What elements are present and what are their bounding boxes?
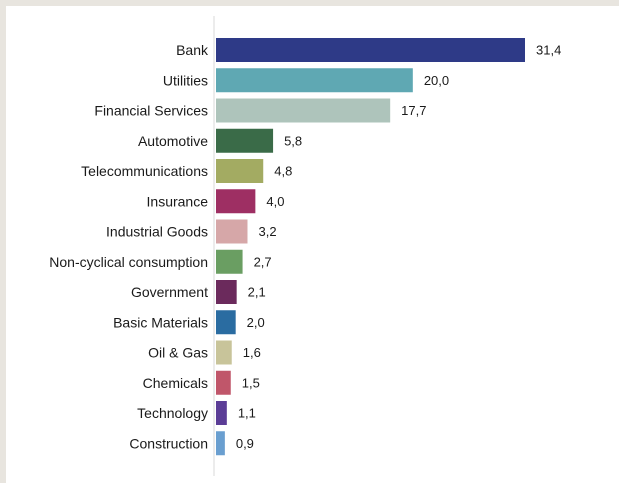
value-label-bank: 31,4 [536, 43, 561, 58]
category-label-bank: Bank [176, 42, 209, 58]
sector-bar-chart: Bank Utilities Financial Services Automotiv… [49, 16, 561, 476]
category-label-telecommunications: Telecommunications [81, 163, 208, 179]
chart-panel: Bank Utilities Financial Services Automotiv… [6, 6, 619, 483]
category-label-utilities: Utilities [163, 72, 208, 88]
bar-telecommunications [216, 159, 264, 183]
bar-government [216, 280, 237, 304]
category-label-government: Government [131, 284, 208, 300]
value-label-non-cyclical-consumption: 2,7 [254, 254, 272, 269]
category-label-construction: Construction [129, 435, 208, 451]
value-label-telecommunications: 4,8 [274, 164, 292, 179]
bar-insurance [216, 189, 256, 214]
bars-group [216, 38, 525, 456]
bar-technology [216, 401, 227, 425]
value-label-insurance: 4,0 [266, 194, 284, 209]
value-label-chemicals: 1,5 [242, 375, 260, 390]
value-label-financial-services: 17,7 [401, 103, 426, 118]
value-label-oil-and-gas: 1,6 [243, 345, 261, 360]
value-label-utilities: 20,0 [424, 73, 449, 88]
category-label-oil-and-gas: Oil & Gas [148, 345, 208, 361]
bar-automotive [216, 128, 274, 153]
bar-utilities [216, 68, 413, 93]
category-label-chemicals: Chemicals [143, 375, 208, 391]
bar-basic-materials [216, 310, 236, 335]
category-label-non-cyclical-consumption: Non-cyclical consumption [49, 254, 208, 270]
bar-construction [216, 431, 225, 456]
value-label-government: 2,1 [248, 285, 266, 300]
category-label-financial-services: Financial Services [94, 103, 208, 119]
bar-bank [216, 38, 525, 62]
category-label-industrial-goods: Industrial Goods [106, 224, 208, 240]
category-labels-group: Bank Utilities Financial Services Automotiv… [49, 42, 209, 451]
value-label-automotive: 5,8 [284, 133, 302, 148]
bar-industrial-goods [216, 219, 248, 244]
value-label-basic-materials: 2,0 [247, 315, 265, 330]
category-label-basic-materials: Basic Materials [113, 314, 208, 330]
value-label-construction: 0,9 [236, 436, 254, 451]
value-labels-group: 31,4 20,0 17,7 5,8 4,8 4,0 3,2 2,7 2,1 2,0 1,6 1,5 1… [236, 43, 561, 451]
bar-non-cyclical-consumption [216, 249, 243, 274]
category-label-automotive: Automotive [138, 133, 208, 149]
bar-oil-and-gas [216, 340, 232, 365]
category-label-technology: Technology [137, 405, 208, 421]
bar-chemicals [216, 370, 231, 395]
category-label-insurance: Insurance [147, 193, 209, 209]
value-label-technology: 1,1 [238, 406, 256, 421]
bar-financial-services [216, 98, 391, 123]
value-label-industrial-goods: 3,2 [258, 224, 276, 239]
